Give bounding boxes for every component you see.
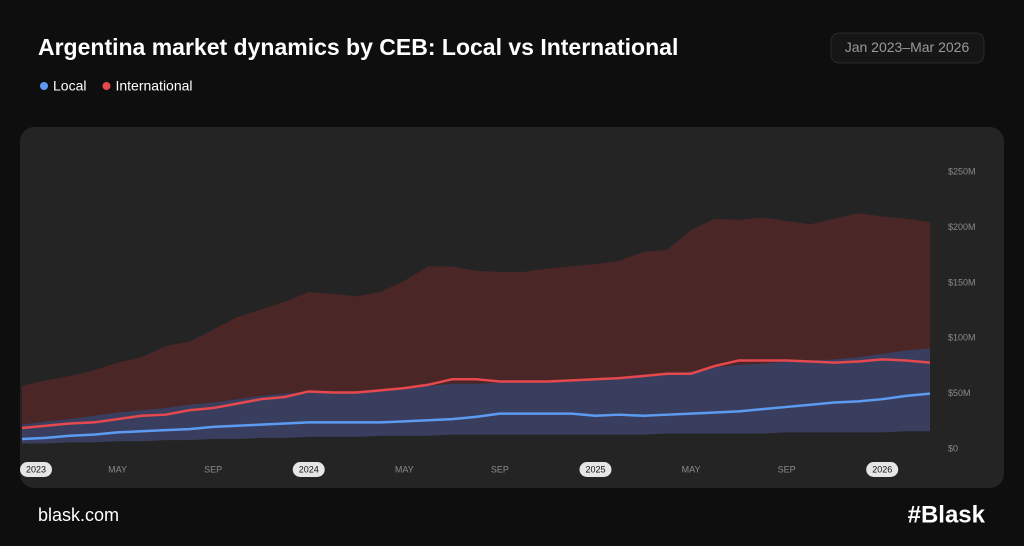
y-tick-label: $100M	[948, 333, 976, 343]
x-tick-label: 2023	[26, 464, 46, 474]
legend-marker	[40, 82, 48, 90]
legend: Local International	[40, 78, 193, 94]
x-label-pill	[292, 462, 325, 477]
x-tick-label: 2025	[585, 464, 605, 474]
x-label-pill	[866, 462, 899, 477]
y-tick-label: $250M	[948, 167, 976, 177]
x-tick-label: 2024	[299, 464, 319, 474]
period: Jan 2023–Mar 2026	[845, 39, 970, 55]
y-tick-label: $0	[948, 443, 958, 453]
plot: $0 $50M $100M $150M $200M $250M 2023 MAY SEP 2024…	[20, 167, 976, 477]
range-band	[22, 348, 930, 444]
legend-label: Local	[53, 78, 86, 94]
chart-title: Argentina market dynamics by CEB: Local …	[38, 34, 678, 60]
x-label-pill	[20, 462, 52, 477]
range-band	[22, 213, 930, 425]
site: blask.com	[38, 505, 119, 525]
x-tick-label: SEP	[204, 464, 222, 474]
series-line	[21, 358, 931, 430]
y-tick-label: $50M	[948, 388, 971, 398]
x-tick-label: SEP	[491, 464, 509, 474]
brand: #Blask	[908, 501, 986, 528]
legend-marker	[102, 82, 111, 90]
y-tick-label: $150M	[948, 277, 976, 287]
x-tick-label: 2026	[872, 464, 892, 474]
period-badge	[830, 32, 985, 64]
x-tick-label: MAY	[108, 464, 127, 474]
x-tick-label: MAY	[682, 464, 701, 474]
y-tick-label: $200M	[948, 222, 976, 232]
x-tick-label: MAY	[395, 464, 414, 474]
x-tick-label: SEP	[778, 464, 796, 474]
series-line	[21, 392, 931, 441]
x-label-pill	[579, 462, 612, 477]
legend-label: International	[115, 78, 192, 94]
